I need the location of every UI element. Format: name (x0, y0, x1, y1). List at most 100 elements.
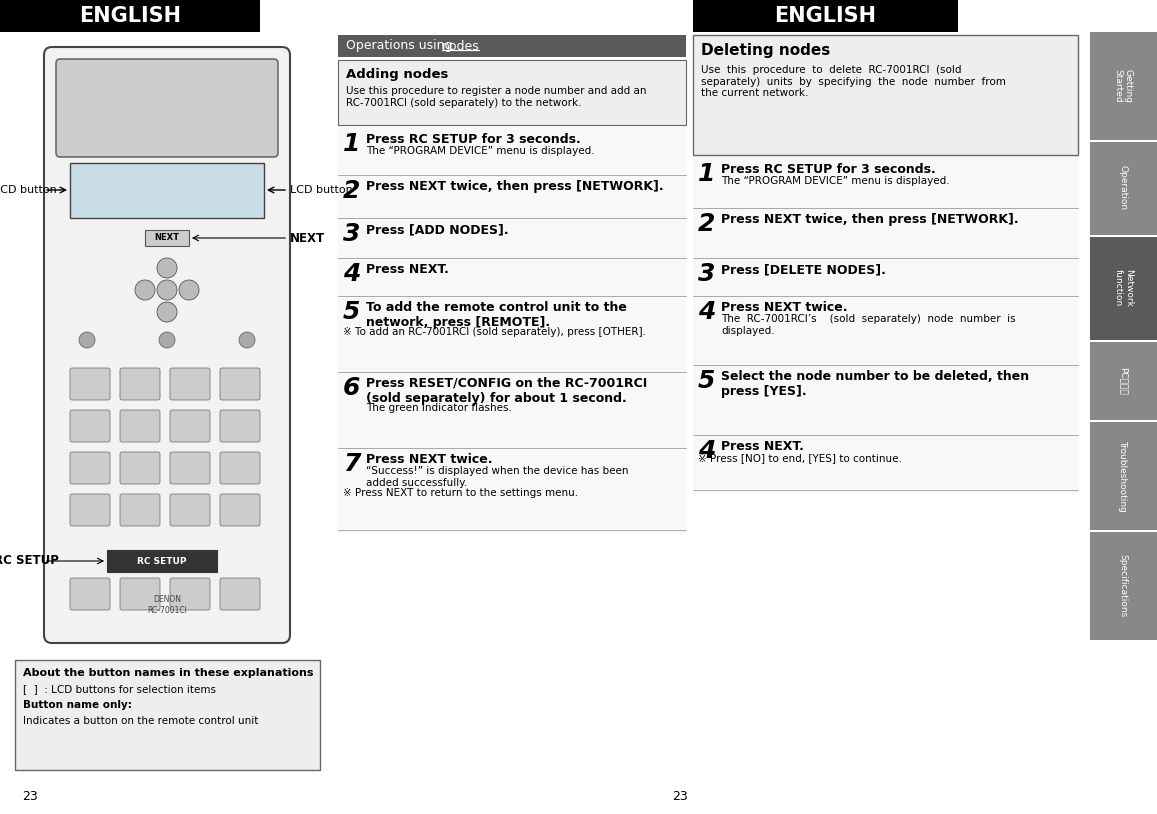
Text: Press NEXT twice, then press [NETWORK].: Press NEXT twice, then press [NETWORK]. (721, 213, 1018, 226)
Text: 2: 2 (342, 179, 360, 203)
Text: Press NEXT twice.: Press NEXT twice. (721, 301, 847, 314)
Bar (1090, 532, 1157, 640)
Text: 4: 4 (698, 439, 715, 463)
Bar (1090, 142, 1157, 235)
FancyBboxPatch shape (120, 578, 160, 610)
Text: Adding nodes: Adding nodes (346, 68, 449, 81)
Text: Deleting nodes: Deleting nodes (701, 43, 831, 58)
Text: 23: 23 (672, 790, 687, 803)
Text: 6: 6 (342, 376, 360, 400)
Bar (338, 60, 686, 125)
FancyBboxPatch shape (170, 410, 211, 442)
Bar (71, 163, 264, 218)
Circle shape (159, 332, 175, 348)
Text: PCアプリ: PCアプリ (1119, 367, 1128, 395)
Bar (1090, 237, 1157, 340)
Bar (15, 660, 320, 770)
Circle shape (239, 332, 255, 348)
Text: The “PROGRAM DEVICE” menu is displayed.: The “PROGRAM DEVICE” menu is displayed. (721, 176, 950, 186)
Text: Press NEXT.: Press NEXT. (721, 440, 804, 453)
Text: Press NEXT.: Press NEXT. (366, 263, 449, 276)
FancyBboxPatch shape (170, 452, 211, 484)
Text: [  ]  : LCD buttons for selection items: [ ] : LCD buttons for selection items (23, 684, 216, 694)
Bar (1090, 342, 1157, 420)
FancyBboxPatch shape (71, 368, 110, 400)
FancyBboxPatch shape (220, 494, 260, 526)
Bar (693, 155, 1078, 493)
FancyBboxPatch shape (120, 494, 160, 526)
FancyBboxPatch shape (120, 410, 160, 442)
Text: Use  this  procedure  to  delete  RC-7001RCI  (sold
separately)  units  by  spec: Use this procedure to delete RC-7001RCI … (701, 65, 1005, 98)
Text: “Success!” is displayed when the device has been
added successfully.: “Success!” is displayed when the device … (366, 466, 628, 488)
Text: 2: 2 (698, 212, 715, 236)
FancyBboxPatch shape (120, 368, 160, 400)
Circle shape (135, 280, 155, 300)
FancyBboxPatch shape (71, 494, 110, 526)
FancyBboxPatch shape (44, 47, 290, 643)
FancyBboxPatch shape (170, 578, 211, 610)
Text: Indicates a button on the remote control unit: Indicates a button on the remote control… (23, 716, 258, 726)
FancyBboxPatch shape (220, 578, 260, 610)
Bar (1090, 422, 1157, 530)
Bar (1090, 32, 1157, 140)
Bar (106, 550, 218, 572)
Text: Press NEXT twice, then press [NETWORK].: Press NEXT twice, then press [NETWORK]. (366, 180, 664, 193)
Text: RC SETUP: RC SETUP (138, 557, 186, 566)
FancyBboxPatch shape (170, 494, 211, 526)
FancyBboxPatch shape (220, 410, 260, 442)
Text: The  RC-7001RCI’s    (sold  separately)  node  number  is
displayed.: The RC-7001RCI’s (sold separately) node … (721, 314, 1016, 335)
Text: ※ Press [NO] to end, [YES] to continue.: ※ Press [NO] to end, [YES] to continue. (698, 453, 901, 463)
Bar (693, 35, 1078, 155)
Text: Use this procedure to register a node number and add an
RC-7001RCI (sold separat: Use this procedure to register a node nu… (346, 86, 647, 107)
Text: Troubleshooting: Troubleshooting (1119, 440, 1128, 512)
Text: Press [DELETE NODES].: Press [DELETE NODES]. (721, 263, 886, 276)
Text: 23: 23 (22, 790, 38, 803)
Text: Select the node number to be deleted, then
press [YES].: Select the node number to be deleted, th… (721, 370, 1029, 398)
FancyBboxPatch shape (71, 452, 110, 484)
Text: 5: 5 (698, 369, 715, 393)
FancyBboxPatch shape (170, 368, 211, 400)
Text: Operations using: Operations using (346, 40, 457, 52)
Text: NEXT: NEXT (290, 231, 325, 244)
Text: 1: 1 (342, 132, 360, 156)
Circle shape (79, 332, 95, 348)
Text: LCD button: LCD button (0, 185, 57, 195)
Bar (0, 0, 260, 32)
Text: The green indicator flashes.: The green indicator flashes. (366, 403, 511, 413)
Text: 5: 5 (342, 300, 360, 324)
Text: 7: 7 (342, 452, 360, 476)
Text: DENON
RC-7001CI: DENON RC-7001CI (147, 595, 187, 615)
Bar (338, 125, 686, 533)
Bar (145, 230, 189, 246)
Circle shape (157, 258, 177, 278)
FancyBboxPatch shape (56, 59, 278, 157)
Text: 4: 4 (342, 262, 360, 286)
Circle shape (179, 280, 199, 300)
Bar (693, 0, 958, 32)
Text: Button name only:: Button name only: (23, 700, 132, 710)
Text: Operation: Operation (1119, 165, 1128, 211)
FancyBboxPatch shape (220, 368, 260, 400)
Text: Network
function: Network function (1113, 269, 1133, 307)
Text: LCD button: LCD button (290, 185, 353, 195)
Text: 4: 4 (698, 300, 715, 324)
Text: ※ To add an RC-7001RCI (sold separately), press [OTHER].: ※ To add an RC-7001RCI (sold separately)… (342, 327, 646, 337)
Text: nodes: nodes (442, 40, 480, 52)
Text: Press RC SETUP for 3 seconds.: Press RC SETUP for 3 seconds. (366, 133, 581, 146)
Text: To add the remote control unit to the
network, press [REMOTE].: To add the remote control unit to the ne… (366, 301, 627, 329)
FancyBboxPatch shape (71, 410, 110, 442)
Bar (338, 35, 686, 57)
FancyBboxPatch shape (71, 578, 110, 610)
Text: ENGLISH: ENGLISH (774, 6, 876, 26)
Text: The “PROGRAM DEVICE” menu is displayed.: The “PROGRAM DEVICE” menu is displayed. (366, 146, 595, 156)
Text: Press NEXT twice.: Press NEXT twice. (366, 453, 493, 466)
Circle shape (157, 302, 177, 322)
Text: Press [ADD NODES].: Press [ADD NODES]. (366, 223, 509, 236)
Text: Specifications: Specifications (1119, 554, 1128, 618)
Text: Press RC SETUP for 3 seconds.: Press RC SETUP for 3 seconds. (721, 163, 936, 176)
Text: 1: 1 (698, 162, 715, 186)
Text: NEXT: NEXT (155, 234, 179, 243)
Text: RC SETUP: RC SETUP (0, 554, 59, 567)
Text: Getting
Started: Getting Started (1113, 69, 1133, 103)
Text: Press RESET/CONFIG on the RC-7001RCI
(sold separately) for about 1 second.: Press RESET/CONFIG on the RC-7001RCI (so… (366, 377, 647, 405)
